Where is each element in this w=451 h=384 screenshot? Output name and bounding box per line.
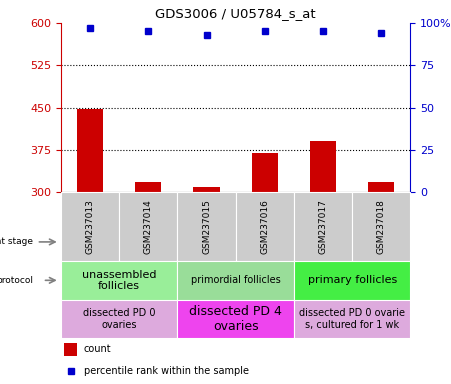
Text: GSM237013: GSM237013 bbox=[86, 199, 95, 254]
Bar bbox=[310, 141, 336, 192]
Bar bbox=[294, 192, 352, 261]
Text: dissected PD 0
ovaries: dissected PD 0 ovaries bbox=[83, 308, 156, 329]
Text: primordial follicles: primordial follicles bbox=[191, 275, 281, 285]
Bar bbox=[64, 343, 77, 356]
Text: protocol: protocol bbox=[0, 276, 33, 285]
Text: dissected PD 4
ovaries: dissected PD 4 ovaries bbox=[189, 305, 282, 333]
Text: GSM237015: GSM237015 bbox=[202, 199, 211, 254]
Text: dissected PD 0 ovarie
s, cultured for 1 wk: dissected PD 0 ovarie s, cultured for 1 … bbox=[299, 308, 405, 329]
Text: GSM237014: GSM237014 bbox=[144, 199, 153, 254]
Bar bbox=[61, 300, 177, 338]
Bar bbox=[77, 109, 103, 192]
Bar bbox=[352, 192, 410, 261]
Bar bbox=[294, 300, 410, 338]
Text: count: count bbox=[83, 344, 111, 354]
Bar bbox=[177, 192, 236, 261]
Text: percentile rank within the sample: percentile rank within the sample bbox=[83, 366, 249, 376]
Bar bbox=[61, 261, 177, 300]
Bar bbox=[252, 152, 278, 192]
Bar bbox=[177, 261, 294, 300]
Text: unassembled
follicles: unassembled follicles bbox=[82, 270, 156, 291]
Text: GSM237016: GSM237016 bbox=[260, 199, 269, 254]
Text: development stage: development stage bbox=[0, 237, 33, 247]
Bar bbox=[294, 261, 410, 300]
Bar bbox=[135, 182, 161, 192]
Text: GSM237017: GSM237017 bbox=[318, 199, 327, 254]
Bar bbox=[193, 187, 220, 192]
Bar bbox=[119, 192, 177, 261]
Text: primary follicles: primary follicles bbox=[308, 275, 397, 285]
Bar bbox=[177, 300, 294, 338]
Title: GDS3006 / U05784_s_at: GDS3006 / U05784_s_at bbox=[155, 7, 316, 20]
Bar bbox=[236, 192, 294, 261]
Bar bbox=[368, 182, 394, 192]
Text: GSM237018: GSM237018 bbox=[377, 199, 386, 254]
Bar bbox=[61, 192, 119, 261]
